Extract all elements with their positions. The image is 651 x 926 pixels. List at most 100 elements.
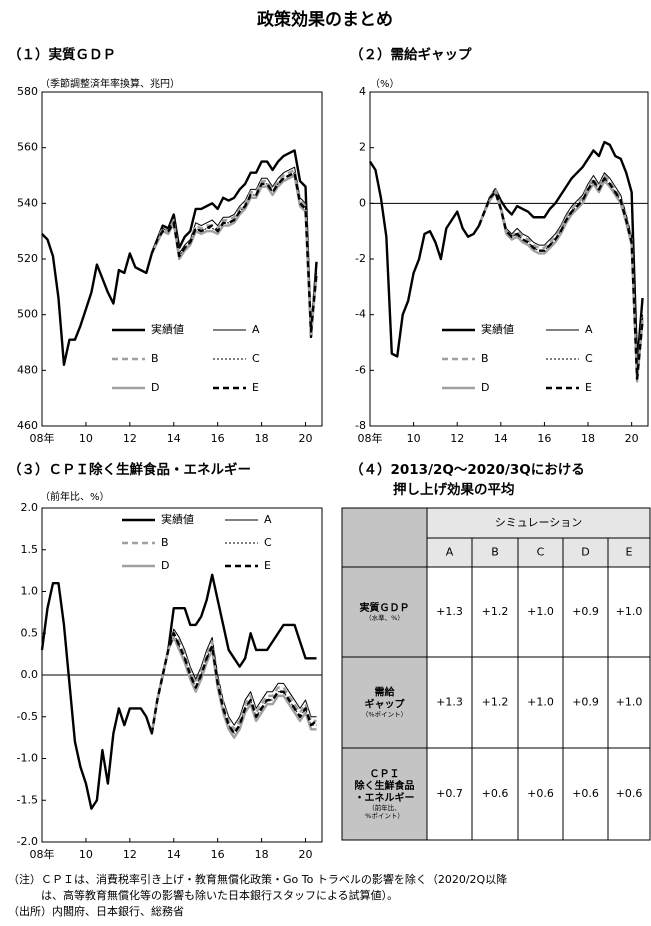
table-cell xyxy=(607,656,651,749)
x-tick-label: 08年 xyxy=(30,847,55,861)
table-cell xyxy=(562,566,609,658)
legend-label: C xyxy=(252,352,260,365)
row-header-cell xyxy=(341,566,428,658)
series-line xyxy=(150,171,318,333)
legend-label: A xyxy=(252,323,260,336)
y-tick-label: -1.0 xyxy=(17,752,38,765)
footnote: （注）ＣＰＩは、消費税率引き上げ・教育無償化政策・Go To トラベルの影響を除… xyxy=(8,872,507,886)
chart-title: （１）実質ＧＤＰ xyxy=(8,46,116,63)
table-value: +1.0 xyxy=(527,696,554,709)
y-tick-label: 540 xyxy=(17,196,38,209)
legend-label: 実績値 xyxy=(481,322,514,336)
legend-label: D xyxy=(151,381,159,394)
chart-title: （２）需給ギャップ xyxy=(350,46,472,63)
series-line xyxy=(151,632,317,734)
row-label: 需給 xyxy=(375,686,396,699)
y-tick-label: 500 xyxy=(17,308,38,321)
y-tick-label: 2.0 xyxy=(21,501,39,514)
axis-unit: （前年比、%） xyxy=(40,490,110,503)
axis-unit: （%） xyxy=(370,78,400,90)
table-value: +0.9 xyxy=(572,696,599,709)
legend-label: B xyxy=(161,536,169,549)
column-header: B xyxy=(491,546,499,559)
table-cell xyxy=(607,747,651,841)
row-label: 除く生鮮食品 xyxy=(355,779,415,792)
series-line xyxy=(477,177,644,380)
table-value: +1.2 xyxy=(482,605,509,618)
y-tick-label: -8 xyxy=(355,419,366,432)
table-value: +1.3 xyxy=(436,605,463,618)
table-cell xyxy=(471,656,519,749)
x-tick-label: 14 xyxy=(494,432,508,445)
x-tick-label: 20 xyxy=(299,848,313,861)
group-header-cell xyxy=(426,507,651,539)
legend-label: A xyxy=(585,323,593,336)
column-header: A xyxy=(446,546,454,559)
table-value: +0.7 xyxy=(436,787,463,800)
series-line xyxy=(41,149,318,366)
series-line xyxy=(368,140,644,366)
x-tick-label: 18 xyxy=(581,432,595,445)
y-tick-label: -2.0 xyxy=(17,835,38,848)
group-header: シミュレーション xyxy=(495,516,583,529)
table-title: （４）2013/2Q～2020/3Qにおける xyxy=(350,462,585,478)
page-title: 政策効果のまとめ xyxy=(257,9,393,30)
series-line xyxy=(151,628,317,734)
y-tick-label: 0.5 xyxy=(21,626,39,639)
footnote: （出所）内閣府、日本銀行、総務省 xyxy=(8,904,184,918)
x-tick-label: 16 xyxy=(211,848,225,861)
table-cell xyxy=(471,566,519,658)
y-tick-label: 0 xyxy=(359,196,366,209)
x-tick-label: 16 xyxy=(537,432,551,445)
series-line xyxy=(150,174,318,336)
y-tick-label: 460 xyxy=(17,419,38,432)
x-tick-label: 20 xyxy=(625,432,639,445)
column-header: E xyxy=(626,546,633,559)
legend-label: E xyxy=(585,381,592,394)
x-tick-label: 08年 xyxy=(30,431,55,445)
x-tick-label: 14 xyxy=(167,432,181,445)
row-label: 実質ＧＤＰ xyxy=(360,601,410,614)
row-label: ・エネルギー xyxy=(355,791,415,804)
x-tick-label: 18 xyxy=(255,848,269,861)
table-value: +0.6 xyxy=(482,787,509,800)
series-line xyxy=(150,168,318,333)
y-tick-label: 1.0 xyxy=(21,585,39,598)
x-tick-label: 12 xyxy=(123,848,137,861)
legend-label: B xyxy=(481,352,489,365)
table-corner xyxy=(341,507,428,568)
x-tick-label: 18 xyxy=(255,432,269,445)
legend-label: A xyxy=(264,513,272,526)
x-tick-label: 14 xyxy=(167,848,181,861)
table-value: +0.6 xyxy=(616,787,643,800)
y-tick-label: 520 xyxy=(17,252,38,265)
table-value: +0.6 xyxy=(527,787,554,800)
chart-title: （３）ＣＰＩ除く生鮮食品・エネルギー xyxy=(8,461,251,478)
row-note: %ポイント） xyxy=(365,812,404,820)
x-tick-label: 10 xyxy=(407,432,421,445)
series-line xyxy=(150,632,317,734)
table-value: +0.9 xyxy=(572,605,599,618)
y-tick-label: -6 xyxy=(355,363,366,376)
column-header-cell xyxy=(517,537,564,568)
x-tick-label: 12 xyxy=(450,432,464,445)
table-value: +1.0 xyxy=(616,605,643,618)
series-line xyxy=(478,177,644,380)
y-tick-label: 1.5 xyxy=(21,543,39,556)
y-tick-label: -4 xyxy=(355,308,366,321)
series-line xyxy=(150,636,317,739)
x-tick-label: 20 xyxy=(299,432,313,445)
table-value: +0.6 xyxy=(572,787,599,800)
column-header: C xyxy=(537,546,545,559)
x-tick-label: 08年 xyxy=(358,431,383,445)
legend-label: E xyxy=(252,381,259,394)
legend-label: 実績値 xyxy=(161,512,194,526)
row-label: ギャップ xyxy=(365,698,406,711)
y-tick-label: -2 xyxy=(355,252,366,265)
footnote: は、高等教育無償化等の影響も除いた日本銀行スタッフによる試算値）。 xyxy=(8,888,398,902)
table-cell xyxy=(607,566,651,658)
x-tick-label: 16 xyxy=(211,432,225,445)
x-tick-label: 10 xyxy=(79,848,93,861)
